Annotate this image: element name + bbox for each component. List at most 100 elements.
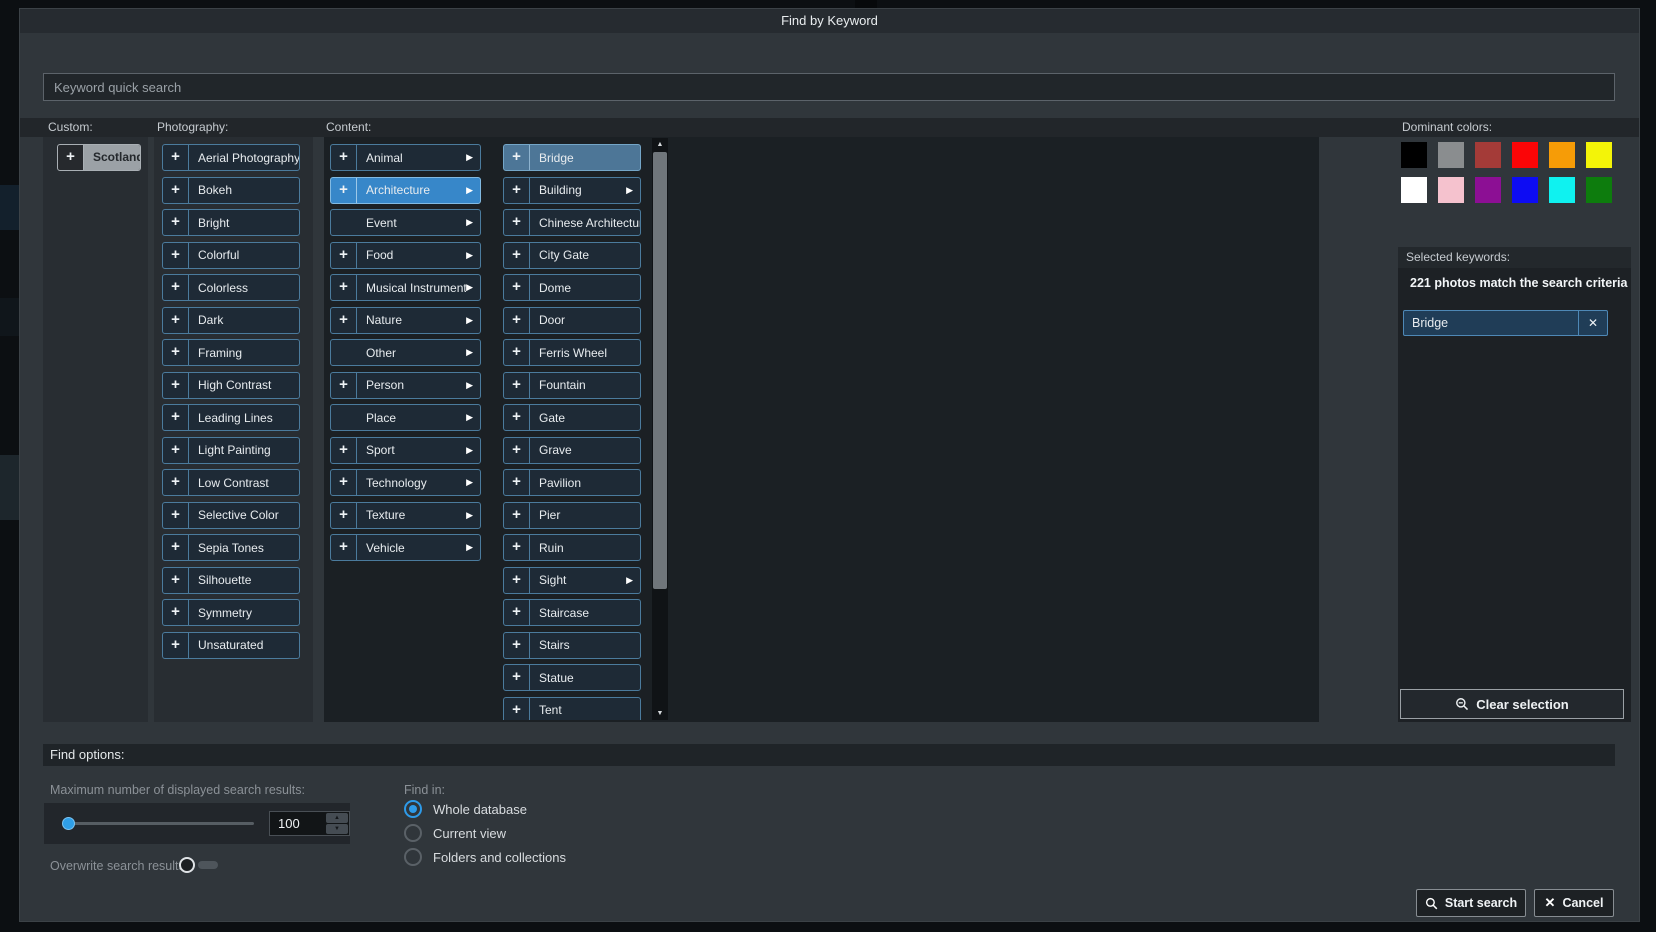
expand-arrow-icon[interactable]: ▶ <box>466 184 473 195</box>
add-keyword-plus-icon[interactable]: + <box>331 242 357 268</box>
color-swatch[interactable] <box>1512 177 1538 203</box>
keyword-button[interactable]: + Event ▶ <box>330 209 481 236</box>
cancel-button[interactable]: ✕ Cancel <box>1534 889 1614 917</box>
keyword-button[interactable]: + Colorful ▶ <box>162 241 300 269</box>
add-keyword-plus-icon[interactable]: + <box>504 665 530 690</box>
add-keyword-plus-icon[interactable]: + <box>163 437 189 463</box>
keyword-button[interactable]: + Staircase ▶ <box>503 599 641 626</box>
clear-selection-button[interactable]: Clear selection <box>1400 689 1624 719</box>
add-keyword-plus-icon[interactable]: + <box>163 275 189 300</box>
keyword-button[interactable]: + Sport ▶ <box>330 436 481 464</box>
keyword-button[interactable]: + Leading Lines ▶ <box>162 404 300 431</box>
overwrite-results-toggle[interactable] <box>179 857 221 874</box>
keyword-button[interactable]: + Nature ▶ <box>330 306 481 334</box>
keyword-button[interactable]: + Sepia Tones ▶ <box>162 534 300 561</box>
add-keyword-plus-icon[interactable]: + <box>504 697 530 720</box>
keyword-button[interactable]: + Tent ▶ <box>503 696 641 720</box>
add-keyword-plus-icon[interactable]: + <box>504 600 530 625</box>
color-swatch[interactable] <box>1401 177 1427 203</box>
keyword-button[interactable]: + Statue ▶ <box>503 664 641 691</box>
expand-arrow-icon[interactable]: ▶ <box>466 509 473 520</box>
keyword-button[interactable]: + Other ▶ <box>330 339 481 366</box>
add-keyword-plus-icon[interactable]: + <box>504 535 530 560</box>
expand-arrow-icon[interactable]: ▶ <box>626 574 633 585</box>
keyword-button[interactable]: + Ferris Wheel ▶ <box>503 339 641 366</box>
add-keyword-plus-icon[interactable]: + <box>331 437 357 463</box>
add-keyword-plus-icon[interactable]: + <box>504 632 530 658</box>
keyword-button[interactable]: + Aerial Photography ▶ <box>162 144 300 171</box>
add-keyword-plus-icon[interactable]: + <box>163 340 189 365</box>
add-keyword-plus-icon[interactable]: + <box>58 145 84 170</box>
keyword-button[interactable]: + Sight ▶ <box>503 566 641 594</box>
expand-arrow-icon[interactable]: ▶ <box>466 542 473 552</box>
expand-arrow-icon[interactable]: ▶ <box>466 379 473 390</box>
find-in-radio-option[interactable]: Whole database <box>404 799 566 819</box>
keyword-button[interactable]: + Bridge ▶ <box>503 144 641 171</box>
find-in-radio-option[interactable]: Folders and collections <box>404 847 566 867</box>
color-swatch[interactable] <box>1586 177 1612 203</box>
add-keyword-plus-icon[interactable]: + <box>163 372 189 398</box>
scroll-down-icon[interactable]: ▼ <box>656 710 664 717</box>
add-keyword-plus-icon[interactable]: + <box>504 210 530 235</box>
add-keyword-plus-icon[interactable]: + <box>331 372 357 398</box>
add-keyword-plus-icon[interactable]: + <box>504 437 530 463</box>
keyword-button[interactable]: + Framing ▶ <box>162 339 300 366</box>
keyword-button[interactable]: + Silhouette ▶ <box>162 566 300 594</box>
expand-arrow-icon[interactable]: ▶ <box>466 477 473 487</box>
expand-arrow-icon[interactable]: ▶ <box>466 249 473 260</box>
keyword-button[interactable]: + Vehicle ▶ <box>330 534 481 561</box>
color-swatch[interactable] <box>1475 177 1501 203</box>
keyword-button[interactable]: + Low Contrast ▶ <box>162 469 300 496</box>
color-swatch[interactable] <box>1512 142 1538 168</box>
keyword-button[interactable]: + Texture ▶ <box>330 501 481 529</box>
scrollbar-thumb[interactable] <box>653 152 667 589</box>
keyword-button[interactable]: + Place ▶ <box>330 404 481 431</box>
add-keyword-plus-icon[interactable]: + <box>163 600 189 625</box>
add-keyword-plus-icon[interactable]: + <box>331 535 357 560</box>
add-keyword-plus-icon[interactable]: + <box>504 470 530 495</box>
keyword-button[interactable]: + Stairs ▶ <box>503 631 641 659</box>
expand-arrow-icon[interactable]: ▶ <box>466 444 473 455</box>
keyword-button[interactable]: + Colorless ▶ <box>162 274 300 301</box>
expand-arrow-icon[interactable]: ▶ <box>466 217 473 227</box>
color-swatch[interactable] <box>1549 142 1575 168</box>
add-keyword-plus-icon[interactable]: + <box>504 177 530 203</box>
keyword-list-scrollbar[interactable]: ▲ ▼ <box>652 138 668 720</box>
dialog-titlebar[interactable]: Find by Keyword <box>20 9 1639 33</box>
add-keyword-plus-icon[interactable]: + <box>504 567 530 593</box>
keyword-button[interactable]: + Pier ▶ <box>503 501 641 529</box>
keyword-button[interactable]: + Technology ▶ <box>330 469 481 496</box>
add-keyword-plus-icon[interactable]: + <box>504 372 530 398</box>
keyword-button[interactable]: + Dome ▶ <box>503 274 641 301</box>
keyword-button[interactable]: + Grave ▶ <box>503 436 641 464</box>
slider-handle[interactable] <box>62 817 75 830</box>
expand-arrow-icon[interactable]: ▶ <box>466 282 473 292</box>
add-keyword-plus-icon[interactable]: + <box>163 470 189 495</box>
add-keyword-plus-icon[interactable]: + <box>504 340 530 365</box>
start-search-button[interactable]: Start search <box>1416 889 1526 917</box>
add-keyword-plus-icon[interactable]: + <box>163 502 189 528</box>
add-keyword-plus-icon[interactable]: + <box>163 632 189 658</box>
expand-arrow-icon[interactable]: ▶ <box>466 347 473 357</box>
keyword-button[interactable]: + High Contrast ▶ <box>162 371 300 399</box>
add-keyword-plus-icon[interactable]: + <box>163 242 189 268</box>
expand-arrow-icon[interactable]: ▶ <box>626 184 633 195</box>
add-keyword-plus-icon[interactable]: + <box>504 242 530 268</box>
scroll-up-icon[interactable]: ▲ <box>656 141 664 148</box>
keyword-button[interactable]: + Gate ▶ <box>503 404 641 431</box>
color-swatch[interactable] <box>1549 177 1575 203</box>
add-keyword-plus-icon[interactable]: + <box>163 535 189 560</box>
add-keyword-plus-icon[interactable]: + <box>331 502 357 528</box>
keyword-button[interactable]: + Bright ▶ <box>162 209 300 236</box>
expand-arrow-icon[interactable]: ▶ <box>466 314 473 325</box>
add-keyword-plus-icon[interactable]: + <box>163 210 189 235</box>
spin-down-icon[interactable]: ▼ <box>326 824 348 834</box>
expand-arrow-icon[interactable]: ▶ <box>466 152 473 162</box>
color-swatch[interactable] <box>1401 142 1427 168</box>
add-keyword-plus-icon[interactable]: + <box>163 567 189 593</box>
keyword-button[interactable]: + City Gate ▶ <box>503 241 641 269</box>
keyword-button[interactable]: + Chinese Architecture ▶ <box>503 209 641 236</box>
keyword-button[interactable]: + Fountain ▶ <box>503 371 641 399</box>
max-results-input[interactable] <box>270 812 326 835</box>
keyword-button[interactable]: + Architecture ▶ <box>330 176 481 204</box>
